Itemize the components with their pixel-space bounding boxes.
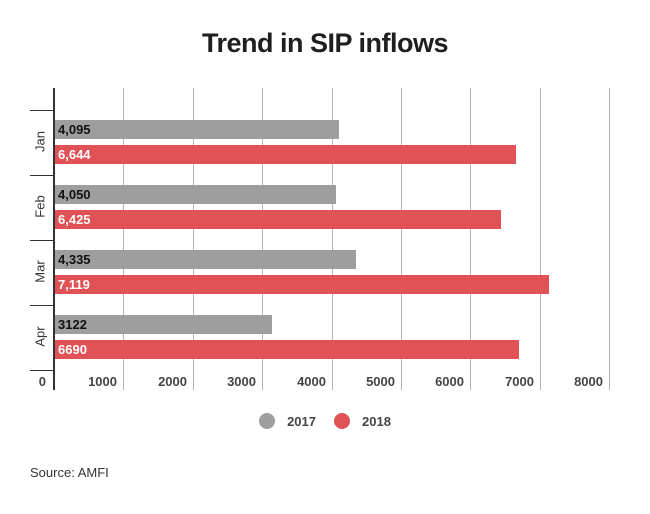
category-label-apr: Apr [32,326,48,347]
x-tick-label: 8000 [574,374,603,389]
legend-dot-icon [259,413,276,429]
category-tick [30,240,54,241]
gridline [609,88,610,390]
x-tick-label: 5000 [366,374,395,389]
gridline [540,88,541,390]
category-tick [30,305,54,306]
gridline [193,88,194,390]
source-note: Source: AMFI [30,465,109,480]
legend-item-2018[interactable]: 2018 [334,413,391,429]
bar-apr-2018: 6690 [55,340,519,359]
legend-label: 2017 [287,413,316,429]
x-tick-label: 1000 [88,374,117,389]
gridline [123,88,124,390]
legend-dot-icon [334,413,350,429]
bar-feb-2018: 6,425 [55,210,501,229]
chart-title: Trend in SIP inflows [201,28,449,58]
bar-value-label: 4,335 [58,252,91,267]
y-axis-line [53,88,55,390]
gridline [470,88,471,390]
x-tick-label: 3000 [227,374,256,389]
x-tick-label: 4000 [297,374,326,389]
bar-value-label: 4,050 [58,187,91,202]
bar-jan-2018: 6,644 [55,145,516,164]
category-label-jan: Jan [32,131,48,152]
legend-item-2017[interactable]: 2017 [259,413,316,429]
gridline [332,88,333,390]
category-tick [30,175,54,176]
category-label-feb: Feb [32,195,48,218]
x-tick-label: 6000 [435,374,464,389]
gridline [262,88,263,390]
category-label-mar: Mar [32,260,48,283]
category-tick [30,110,54,111]
gridline [401,88,402,390]
category-tick [30,370,54,371]
bar-value-label: 6690 [58,342,87,357]
legend: 2017 2018 [0,413,650,429]
bar-value-label: 7,119 [58,277,90,292]
bar-value-label: 3122 [58,317,87,332]
x-tick-label: 2000 [158,374,187,389]
x-tick-label: 0 [38,374,46,389]
legend-label: 2018 [362,413,391,429]
bar-feb-2017: 4,050 [55,185,336,204]
bar-mar-2018: 7,119 [55,275,549,294]
bar-jan-2017: 4,095 [55,120,339,139]
bar-mar-2017: 4,335 [55,250,356,269]
bar-value-label: 4,095 [58,122,91,137]
x-tick-label: 7000 [505,374,534,389]
bar-apr-2017: 3122 [55,315,272,334]
bar-value-label: 6,425 [58,212,91,227]
plot-area: 0 1000 2000 3000 4000 5000 6000 7000 8000 Jan 4,09… [30,88,610,390]
bar-value-label: 6,644 [58,147,91,162]
